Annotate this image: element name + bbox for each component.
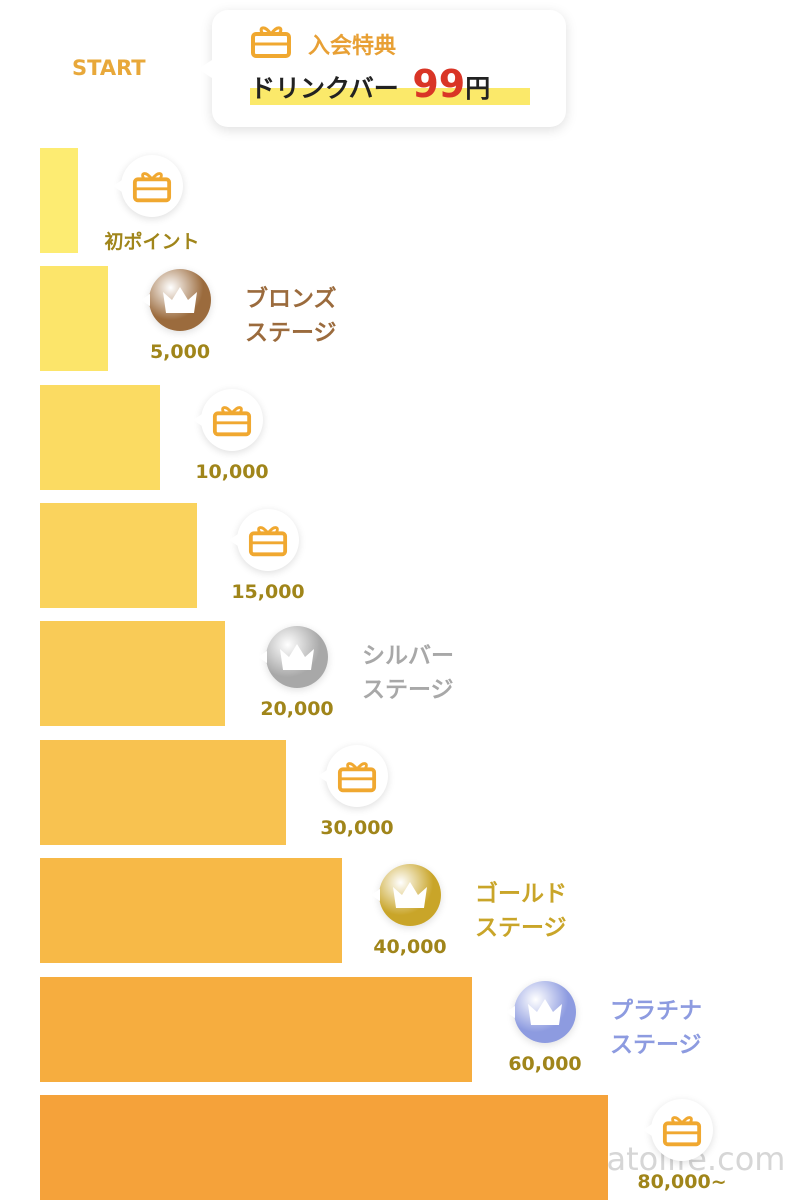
crown-icon: [506, 981, 576, 1043]
stage-name: シルバー: [362, 643, 454, 669]
tier-label: 10,000: [195, 461, 269, 483]
crown-icon: [258, 626, 328, 688]
gift-icon: [318, 745, 388, 807]
tier-bar: [40, 858, 342, 963]
tier-label: 40,000: [373, 936, 447, 958]
tier-bar: [40, 503, 197, 608]
stage-name: ステージ: [362, 677, 454, 703]
stage-name: ステージ: [245, 320, 337, 346]
intro-offer: ドリンクバー 99円: [250, 62, 490, 106]
tier-label: 60,000: [508, 1053, 582, 1075]
tier-bar: [40, 621, 225, 726]
tier-label: 30,000: [320, 817, 394, 839]
icon-glyph: [212, 406, 252, 437]
tier-bar: [40, 740, 286, 845]
gift-icon: [113, 155, 183, 217]
gift-icon: [193, 389, 263, 451]
crown-icon: [371, 864, 441, 926]
stage-name: プラチナ: [610, 998, 702, 1024]
tier-label: 80,000~: [637, 1171, 727, 1193]
tier-bar: [40, 148, 78, 253]
gift-icon: [251, 26, 291, 58]
tier-bar: [40, 266, 108, 371]
intro-card: 入会特典 ドリンクバー 99円: [198, 10, 566, 127]
stage-name: ゴールド: [475, 881, 567, 907]
tier-bar: [40, 1095, 608, 1200]
tier-bar: [40, 385, 160, 490]
highlight: [250, 88, 530, 105]
intro-unit: 円: [465, 74, 491, 103]
start-label: START: [72, 56, 146, 80]
intro-item: ドリンクバー: [250, 74, 399, 103]
tier-bar: [40, 977, 472, 1082]
icon-glyph: [132, 172, 172, 203]
intro-title: 入会特典: [308, 34, 397, 59]
tier-label: 初ポイント: [104, 231, 200, 253]
stage-name: ステージ: [610, 1032, 702, 1058]
tier-label: 5,000: [149, 341, 211, 363]
tier-label: 20,000: [260, 698, 334, 720]
crown-icon: [141, 269, 211, 331]
icon-glyph: [528, 999, 562, 1025]
stage-name: ブロンズ: [245, 286, 337, 312]
gift-icon: [229, 509, 299, 571]
icon-glyph: [393, 882, 427, 908]
icon-glyph: [337, 762, 377, 793]
icon-glyph: [662, 1116, 702, 1147]
stage-name: ステージ: [475, 915, 567, 941]
icon-glyph: [248, 526, 288, 557]
icon-glyph: [280, 644, 314, 670]
intro-price: 99: [412, 62, 466, 106]
gift-icon: [643, 1099, 713, 1161]
tier-label: 15,000: [231, 581, 305, 603]
icon-glyph: [163, 287, 197, 313]
